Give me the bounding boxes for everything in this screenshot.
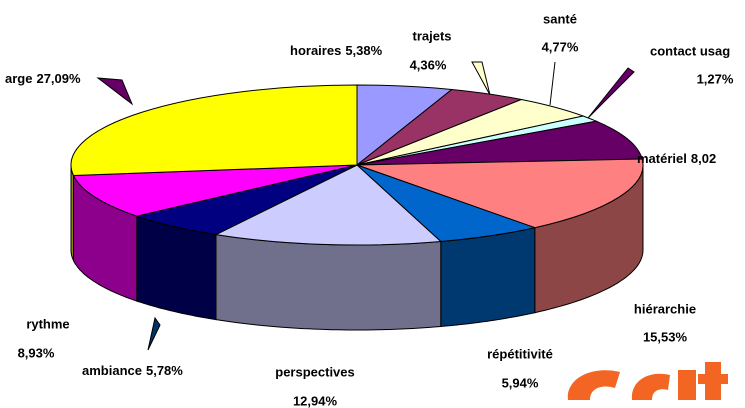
- pie-side: [70, 165, 74, 263]
- slice-label: santé: [543, 11, 577, 26]
- value-label: 27,09%: [36, 71, 81, 86]
- pie-side: [215, 234, 442, 331]
- slice-label: ambiance 5,78%: [82, 363, 183, 378]
- slice-label: hiérarchie: [634, 301, 696, 316]
- value-label: 5,38%: [345, 43, 382, 58]
- slice-label: matériel 8,02: [637, 151, 716, 166]
- value-label: 5,78%: [146, 363, 183, 378]
- value-label: 12,94%: [293, 393, 338, 408]
- logo: [567, 362, 728, 400]
- slice-label: répétitivité: [487, 346, 553, 361]
- value-label: 4,36%: [410, 57, 447, 72]
- pie-slice: [356, 158, 644, 229]
- pie-slice: [214, 164, 442, 246]
- slice-label: contact usag: [650, 43, 730, 58]
- category-name: matériel: [637, 151, 687, 166]
- value-label: 15,53%: [643, 329, 688, 344]
- category-name: arge: [5, 71, 32, 86]
- category-name: ambiance: [82, 363, 142, 378]
- pie-side: [440, 227, 536, 328]
- pie: [70, 84, 644, 331]
- value-label: 1,27%: [697, 71, 734, 86]
- labels: horaires 5,38% trajets 4,36% santé 4,77% conta…: [5, 11, 734, 408]
- pie-slice: [72, 164, 358, 217]
- category-name: horaires: [290, 43, 341, 58]
- pie-slice: [356, 120, 643, 166]
- pie-slice: [70, 84, 358, 177]
- slice-label: perspectives: [275, 364, 355, 379]
- slice-label: trajets: [412, 28, 451, 43]
- slice-label: rythme: [26, 316, 69, 331]
- value-label: 5,94%: [502, 375, 539, 390]
- value-label: 8,93%: [18, 345, 55, 360]
- value-label: 4,77%: [542, 39, 579, 54]
- slice-label: horaires 5,38%: [290, 43, 383, 58]
- leader-lines: [96, 61, 635, 351]
- value-label: 8,02: [691, 151, 716, 166]
- slice-label: arge 27,09%: [5, 71, 81, 86]
